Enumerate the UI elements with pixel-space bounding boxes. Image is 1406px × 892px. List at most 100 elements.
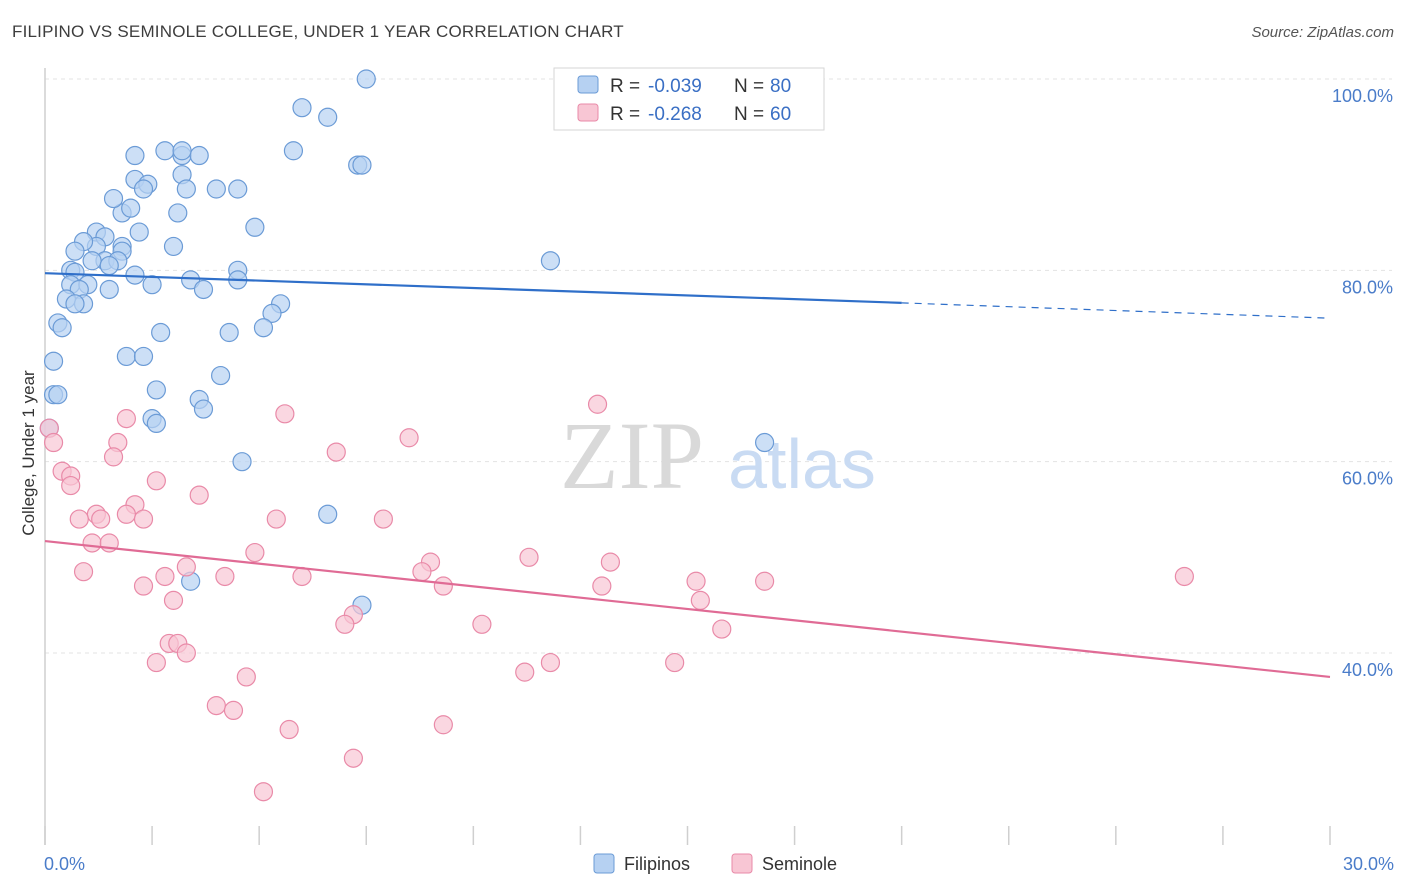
- filipinos-point: [356, 69, 376, 89]
- seminole-point: [433, 715, 453, 735]
- filipinos-point: [133, 179, 154, 199]
- seminole-point: [326, 442, 346, 462]
- filipinos-point: [219, 322, 239, 343]
- watermark-zip: ZIP: [560, 402, 704, 509]
- seminole-point: [665, 652, 685, 673]
- x-tick-label-min: 0.0%: [44, 854, 85, 874]
- source-credit: Source: ZipAtlas.com: [1251, 24, 1394, 41]
- seminole-point: [587, 394, 608, 414]
- y-tick-label: 100.0%: [1332, 86, 1393, 106]
- filipinos-point: [82, 251, 102, 271]
- seminole-point: [472, 614, 492, 634]
- filipinos-point: [151, 322, 171, 343]
- y-tick-label: 80.0%: [1342, 277, 1393, 297]
- axes: 40.0% 60.0% 80.0% 100.0%: [44, 68, 1393, 845]
- seminole-point: [223, 700, 244, 721]
- filipinos-point: [245, 217, 265, 237]
- filipinos-trend-line: [44, 272, 902, 304]
- seminole-point: [686, 571, 706, 591]
- series-legend: Filipinos Seminole: [593, 853, 837, 874]
- filipinos-point: [262, 303, 282, 323]
- filipinos-point: [65, 294, 85, 314]
- seminole-point: [519, 547, 539, 567]
- seminole-point: [116, 504, 136, 524]
- legend-n-value-filipinos: 80: [770, 76, 791, 97]
- filipinos-point: [176, 179, 196, 199]
- filipinos-point: [181, 270, 201, 290]
- filipinos-point: [754, 432, 775, 453]
- seminole-point: [69, 509, 89, 529]
- legend-r-label-seminole: R =: [610, 104, 640, 125]
- seminole-point: [279, 719, 299, 740]
- y-tick-label: 40.0%: [1342, 660, 1393, 680]
- seminole-point: [155, 566, 175, 587]
- filipinos-point: [99, 279, 119, 300]
- seminole-point: [690, 590, 710, 610]
- seminole-point: [292, 566, 312, 587]
- series-legend-label-filipinos: Filipinos: [624, 854, 690, 874]
- filipinos-point: [52, 318, 72, 338]
- series-legend-swatch-seminole: [731, 853, 753, 874]
- seminole-point: [266, 509, 286, 529]
- seminole-point: [236, 667, 256, 687]
- filipinos-point: [283, 141, 304, 161]
- filipinos-point: [232, 452, 252, 472]
- filipinos-point: [48, 385, 68, 405]
- seminole-point: [592, 576, 612, 596]
- seminole-point: [146, 471, 166, 491]
- filipinos-point: [540, 251, 561, 271]
- filipinos-point: [228, 179, 248, 199]
- seminole-point: [253, 782, 274, 802]
- filipinos-point: [146, 413, 166, 433]
- legend-r-value-filipinos: -0.039: [648, 76, 702, 97]
- seminole-point: [712, 619, 732, 639]
- seminole-point: [245, 542, 265, 563]
- seminole-point: [146, 652, 166, 673]
- seminole-point: [215, 566, 235, 587]
- seminole-point: [754, 571, 775, 591]
- filipinos-point: [146, 380, 166, 400]
- series-legend-label-seminole: Seminole: [762, 854, 837, 874]
- seminole-point: [433, 576, 453, 596]
- seminole-point: [600, 552, 621, 572]
- seminole-point: [1174, 566, 1194, 587]
- seminole-point: [399, 428, 419, 448]
- filipinos-point: [168, 203, 188, 223]
- y-tick-label: 60.0%: [1342, 469, 1393, 489]
- filipinos-point: [189, 145, 209, 166]
- seminole-point: [133, 576, 154, 596]
- filipinos-point: [129, 222, 149, 242]
- watermark: ZIP atlas: [560, 402, 876, 509]
- filipinos-point: [206, 179, 226, 199]
- filipinos-point: [99, 255, 119, 276]
- seminole-point: [116, 409, 136, 429]
- seminole-point: [275, 404, 295, 424]
- filipinos-point: [155, 141, 175, 161]
- seminole-point: [103, 447, 124, 467]
- filipinos-point: [318, 107, 338, 127]
- seminole-point: [73, 562, 94, 582]
- filipinos-point: [142, 275, 162, 295]
- chart-title: FILIPINO VS SEMINOLE COLLEGE, UNDER 1 YE…: [12, 22, 624, 41]
- filipinos-point: [163, 236, 184, 257]
- filipinos-point: [133, 346, 154, 367]
- filipinos-point: [211, 365, 231, 386]
- filipinos-point: [116, 346, 136, 367]
- legend-n-label-filipinos: N =: [734, 76, 764, 97]
- filipinos-point: [253, 318, 274, 338]
- filipinos-point: [65, 241, 85, 261]
- x-tick-label-max: 30.0%: [1343, 854, 1394, 874]
- filipinos-point: [318, 504, 338, 524]
- filipinos-point: [172, 141, 192, 161]
- seminole-point: [515, 662, 535, 682]
- seminole-point: [163, 590, 184, 610]
- legend-swatch-filipinos: [577, 75, 599, 94]
- seminole-point: [189, 485, 209, 505]
- filipinos-point: [43, 351, 64, 371]
- watermark-atlas: atlas: [728, 425, 876, 503]
- legend-r-label-filipinos: R =: [610, 76, 640, 97]
- legend-r-value-seminole: -0.268: [648, 104, 702, 125]
- filipinos-point: [292, 98, 312, 118]
- seminole-point: [43, 432, 64, 453]
